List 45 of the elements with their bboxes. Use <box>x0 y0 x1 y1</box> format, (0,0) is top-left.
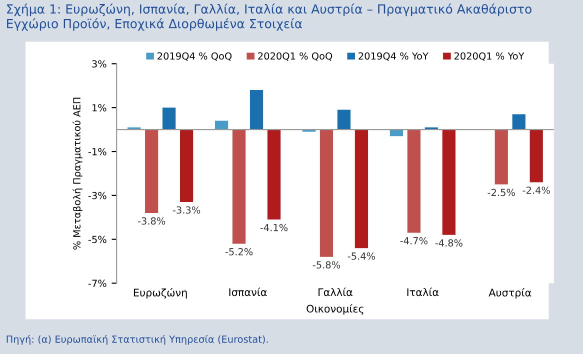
legend-label: 2019Q4 % QoQ <box>158 52 232 61</box>
y-tick-label: 1% <box>92 104 106 112</box>
bar <box>232 130 246 244</box>
bar <box>530 130 543 182</box>
y-tick-label: -1% <box>88 148 106 156</box>
data-label: -2.5% <box>488 188 515 196</box>
text: Πηγή: (α) Ευρωπαϊκή Στατιστική Υπηρεσία (Eurostat). <box>6 334 268 345</box>
bar <box>320 130 334 257</box>
bar <box>512 114 526 130</box>
y-tick-label: -5% <box>88 236 106 244</box>
bar <box>267 130 281 220</box>
data-label: -5.2% <box>225 248 253 256</box>
y-axis-title: % Μεταβολή Πραγματικού ΑΕΠ <box>72 98 82 250</box>
data-label: -4.8% <box>435 239 462 247</box>
x-axis-title: Οικονομίες <box>306 304 364 315</box>
bar <box>407 130 420 233</box>
legend-label: 2019Q4 % YoY <box>358 52 428 61</box>
bar <box>214 120 228 130</box>
bar <box>442 130 456 235</box>
x-tick-label: Ιταλία <box>407 288 439 296</box>
bar <box>162 108 176 130</box>
bar <box>145 130 158 213</box>
y-tick-label: -7% <box>88 280 106 288</box>
x-tick-label: Αυστρία <box>488 288 532 299</box>
data-label: -2.4% <box>522 186 550 194</box>
bar <box>250 90 264 130</box>
y-tick-label: 3% <box>92 60 106 68</box>
legend-label: 2020Q1 % YoY <box>454 52 524 61</box>
data-label: -4.7% <box>400 237 428 244</box>
data-label: -3.3% <box>172 206 200 214</box>
bar <box>390 130 403 136</box>
legend-label: 2020Q1 % QoQ <box>258 52 332 61</box>
bar <box>180 130 194 202</box>
x-tick-label: Ισπανία <box>229 288 267 296</box>
chart-title: Σχήμα 1: Ευρωζώνη, Ισπανία, Γαλλία, Ιταλία και Αυστρία – Πραγματικό Ακαθάριστο Εγχώριο Προϊόν, Εποχικά Διορθωμένα Στοιχεία <box>7 4 532 31</box>
bar <box>494 130 508 184</box>
data-label: -5.8% <box>312 261 340 269</box>
data-label: -3.8% <box>138 217 166 225</box>
x-tick-label: Ευρωζώνη <box>134 288 187 299</box>
bar <box>337 110 351 130</box>
y-tick-label: -3% <box>88 192 106 200</box>
bar <box>354 130 368 248</box>
data-label: -5.4% <box>348 252 376 260</box>
data-label: -4.1% <box>260 224 288 232</box>
x-tick-label: Γαλλία <box>318 288 352 296</box>
